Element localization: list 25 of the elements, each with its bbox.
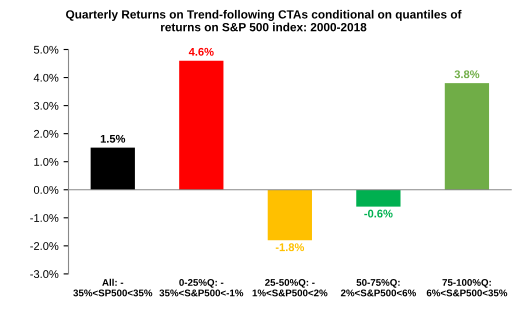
x-tick-label: 50-75%Q: 2%<S&P500<6% (340, 279, 416, 296)
y-tick-label: 3.0% (34, 102, 58, 110)
bar (179, 60, 224, 190)
y-tick-label: 0.0% (34, 186, 58, 194)
bar (90, 148, 135, 190)
y-tick-label: 2.0% (34, 130, 58, 138)
y-tick-label: 1.0% (34, 158, 58, 166)
x-tick-label: 25-50%Q: - 1%<S&P500<2% (252, 279, 328, 296)
chart-title: Quarterly Returns on Trend-following CTAs conditional on quantiles of returns on S&P 500 index: 2000-2018 (66, 10, 462, 32)
x-tick-label: 75-100%Q: 6%<S&P500<35% (426, 279, 508, 296)
y-tick-label: 5.0% (34, 46, 58, 54)
data-label: -0.6% (364, 210, 393, 218)
y-tick-label: 4.0% (34, 74, 58, 82)
y-tick-label: -3.0% (30, 270, 58, 278)
bar (356, 190, 401, 207)
data-label: -1.8% (276, 243, 304, 252)
x-tick-label: All: - 35%<SP500<35% (73, 278, 152, 296)
x-tick-label: 0-25%Q: - 35%<S&P500<-1% (159, 279, 244, 296)
data-label: 4.6% (188, 48, 214, 56)
y-tick-label: -1.0% (30, 214, 58, 222)
bar (444, 83, 490, 190)
data-label: 1.5% (100, 134, 126, 143)
bar (268, 190, 312, 240)
data-label: 3.8% (454, 70, 480, 78)
y-tick-label: -2.0% (30, 242, 58, 250)
